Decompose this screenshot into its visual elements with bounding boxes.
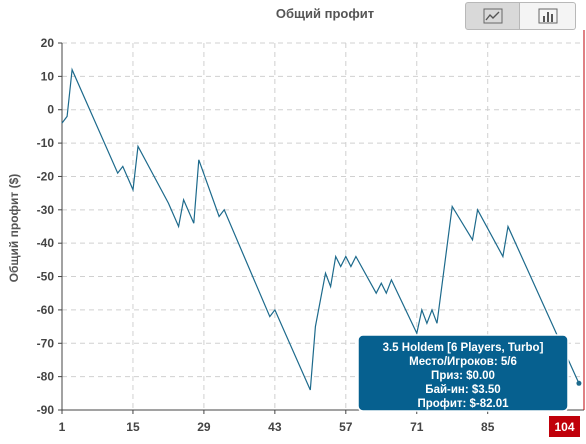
bar-view-button[interactable] [520,2,576,30]
tooltip-prize: Приз: $0.00 [431,370,495,382]
last-data-point [576,380,582,386]
profit-series-line [61,67,580,391]
x-tick-label: 71 [410,420,424,434]
y-tick-label: -90 [37,403,55,417]
y-tick-label: 10 [41,69,55,83]
tooltip-profit: Профит: $-82.01 [417,398,509,410]
x-tick-label: 57 [339,420,353,434]
y-tick-label: -50 [37,270,55,284]
tooltip-buyin: Бай-ин: $3.50 [425,384,500,396]
x-badge-label: 104 [554,420,574,434]
y-tick-label: -60 [37,303,55,317]
y-tick-label: -30 [37,203,55,217]
y-axis-label: Общий профит ($) [7,174,21,283]
x-badge-box [549,416,580,437]
line-chart-icon [483,8,502,24]
series-layer [61,67,582,391]
tooltip-title: 3.5 Holdem [6 Players, Turbo] [383,342,544,354]
x-tick-label: 85 [481,420,495,434]
y-tick-label: -40 [37,236,55,250]
tooltip: 3.5 Holdem [6 Players, Turbo] Место/Игро… [357,334,569,412]
chart-title: Общий профит [276,6,374,21]
tooltip-box [357,334,569,412]
y-tick-label: 0 [47,103,54,117]
x-tick-label: 29 [197,420,211,434]
y-tick-label: -10 [37,136,55,150]
x-badge: 104 [549,416,580,437]
y-tick-label: 20 [41,36,55,50]
y-tick-label: -80 [37,370,55,384]
x-tick-label: 15 [126,420,140,434]
tooltip-place: Место/Игроков: 5/6 [409,356,517,368]
x-tick-label: 43 [268,420,282,434]
line-view-button[interactable] [465,2,520,30]
y-tick-label: -70 [37,336,55,350]
bar-chart-icon [538,8,557,24]
y-tick-label: -20 [37,169,55,183]
x-tick-label: 1 [59,420,66,434]
